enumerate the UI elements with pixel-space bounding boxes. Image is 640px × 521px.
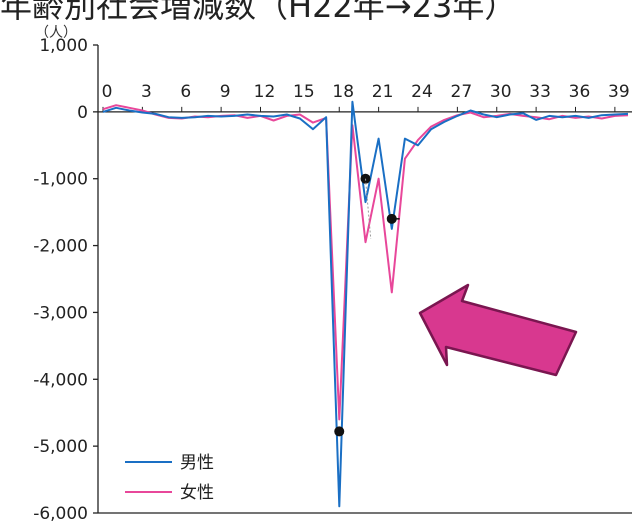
x-tick-label: 9 [220,82,231,102]
series-line-male [102,100,629,508]
x-tick-label: 33 [529,82,551,102]
highlight-arrow [418,283,578,377]
y-tick-label: -6,000 [33,504,88,521]
x-tick-label: 18 [332,82,354,102]
series-layer [102,100,629,508]
axes-layer: 1,000 0 -1,000 -2,000 -3,000 -4,000 -5,000 -6,0… [33,36,632,521]
y-tick-label: -2,000 [33,237,88,257]
y-axis-unit: （人） [35,25,77,41]
legend-label-male: 男性 [180,453,214,473]
x-tick-label: 39 [608,82,630,102]
legend-label-female: 女性 [180,483,214,503]
x-tick-label: 36 [569,82,591,102]
marker-layer [334,173,400,437]
x-tick-label: 21 [372,82,394,102]
x-tick-label: 0 [102,82,113,102]
x-tick-label: 15 [293,82,315,102]
x-tick-label: 12 [254,82,276,102]
y-tick-label: -1,000 [33,170,88,190]
y-tick-label: 0 [77,103,88,123]
x-tick-label: 27 [451,82,473,102]
x-tick-label: 6 [180,82,191,102]
y-tick-label: -4,000 [33,370,88,390]
x-tick-label: 24 [411,82,433,102]
y-tick-label: -3,000 [33,303,88,323]
x-tick-label: 3 [141,82,152,102]
data-marker [334,426,345,437]
x-tick-label: 30 [490,82,512,102]
y-tick-label: 1,000 [39,36,88,56]
chart-title: 年齢別社会増減数（H22年→23年） [0,0,517,24]
arrow-layer [418,283,578,377]
y-tick-label: -5,000 [33,437,88,457]
